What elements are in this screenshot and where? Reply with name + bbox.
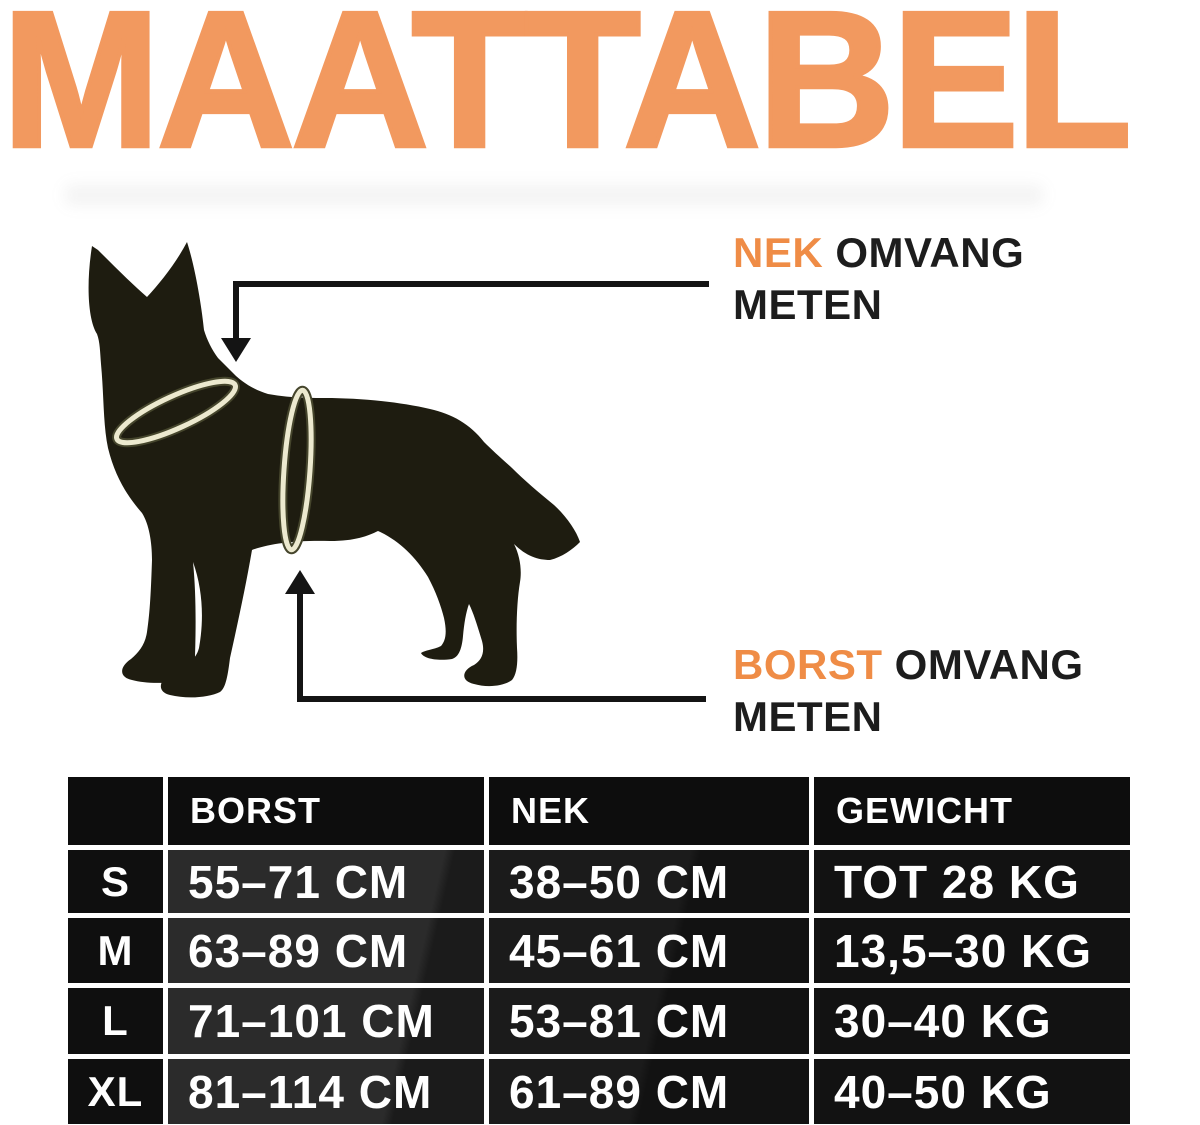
dog-silhouette-icon [88,242,581,698]
row-l-nek-value: 53–81 CM [489,988,809,1054]
row-s-size-label: S [68,850,163,913]
column-header-nek: NEK [489,777,809,845]
row-xl-nek-value: 61–89 CM [489,1059,809,1124]
chest-measure-label-line2: METEN [733,693,883,740]
row-xl-size-label: XL [68,1059,163,1124]
faint-watermark [64,184,1044,206]
row-m-nek-value: 45–61 CM [489,918,809,983]
column-header-gewicht: GEWICHT [814,777,1130,845]
row-xl-gewicht-value: 40–50 KG [814,1059,1130,1124]
neck-measure-highlight: NEK [733,229,824,276]
row-s-borst-value: 55–71 CM [168,850,484,913]
row-xl-borst-value: 81–114 CM [168,1059,484,1124]
chest-pointer-arrow-icon [285,570,706,702]
row-m-borst-value: 63–89 CM [168,918,484,983]
row-s-nek-value: 38–50 CM [489,850,809,913]
row-m-gewicht-value: 13,5–30 KG [814,918,1130,983]
row-l-borst-value: 71–101 CM [168,988,484,1054]
chest-measure-label: BORST OMVANG METEN [733,639,1084,743]
neck-measure-label-line2: METEN [733,281,883,328]
row-l-size-label: L [68,988,163,1054]
row-s-gewicht-value: TOT 28 KG [814,850,1130,913]
chest-measure-label-line1: BORST OMVANG [733,639,1084,691]
neck-measure-rest: OMVANG [835,229,1025,276]
size-table: BORST NEK GEWICHT S 55–71 CM 38–50 CM TO… [68,777,1130,1124]
chest-measure-rest: OMVANG [894,641,1084,688]
page-title: MAATTABEL [0,0,1134,189]
neck-tape-icon [112,376,240,448]
row-m-size-label: M [68,918,163,983]
neck-measure-label-line1: NEK OMVANG [733,227,1024,279]
neck-measure-label: NEK OMVANG METEN [733,227,1024,331]
chest-measure-highlight: BORST [733,641,883,688]
neck-pointer-arrow-icon [221,281,709,362]
chest-tape-icon [278,385,316,555]
row-l-gewicht-value: 30–40 KG [814,988,1130,1054]
table-corner-cell [68,777,163,845]
column-header-borst: BORST [168,777,484,845]
